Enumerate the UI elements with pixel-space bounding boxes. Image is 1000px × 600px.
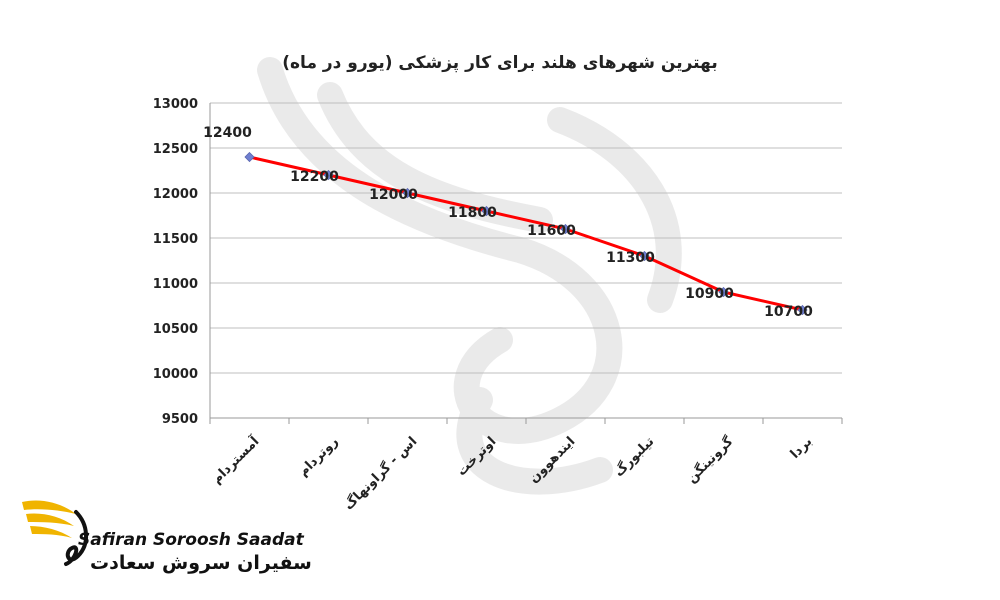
y-tick-label: 12500 (153, 142, 198, 157)
data-point (323, 169, 334, 181)
data-label: 12000 (369, 187, 418, 203)
x-tick-label: روتردام (296, 434, 341, 479)
data-point (560, 223, 571, 235)
data-point (402, 187, 413, 199)
x-tick-label: ایندهوون (526, 434, 578, 486)
data-label: 11300 (606, 250, 655, 266)
y-tick-label: 11000 (153, 277, 198, 292)
chart-title: بهترین شهرهای هلند برای کار پزشکی (یورو … (282, 53, 718, 73)
x-tick-label: تیلبورگ (610, 433, 657, 480)
data-label: 11600 (527, 223, 576, 239)
y-tick-label: 13000 (153, 97, 198, 112)
data-point (797, 304, 808, 316)
x-tick-label: گرونینگن (684, 433, 737, 486)
data-label: 10700 (764, 304, 813, 320)
data-label: 12200 (290, 169, 339, 185)
data-point (718, 286, 729, 298)
data-point (244, 151, 255, 163)
data-label: 10900 (685, 286, 734, 302)
data-point (481, 205, 492, 217)
brand-logo-block: Safiran Soroosh Saadat سفیران سروش سعادت (20, 494, 312, 584)
y-tick-label: 10500 (153, 322, 198, 337)
x-tick-label: آمستردام (208, 432, 263, 487)
y-tick-label: 12000 (153, 187, 198, 202)
x-tick-label: اس - گراونهاگ (340, 433, 420, 513)
data-label: 12400 (203, 125, 252, 141)
brand-name-persian: سفیران سروش سعادت (90, 552, 312, 574)
x-tick-label: بردا (788, 434, 816, 462)
series-line (249, 155, 803, 312)
data-point (639, 250, 650, 262)
brand-name-english: Safiran Soroosh Saadat (78, 530, 304, 550)
y-tick-label: 9500 (162, 412, 198, 427)
y-tick-label: 10000 (153, 367, 198, 382)
data-label: 11800 (448, 205, 497, 221)
y-tick-label: 11500 (153, 232, 198, 247)
x-tick-label: اوترخت (454, 434, 499, 479)
swan-wing-logo (22, 500, 88, 566)
